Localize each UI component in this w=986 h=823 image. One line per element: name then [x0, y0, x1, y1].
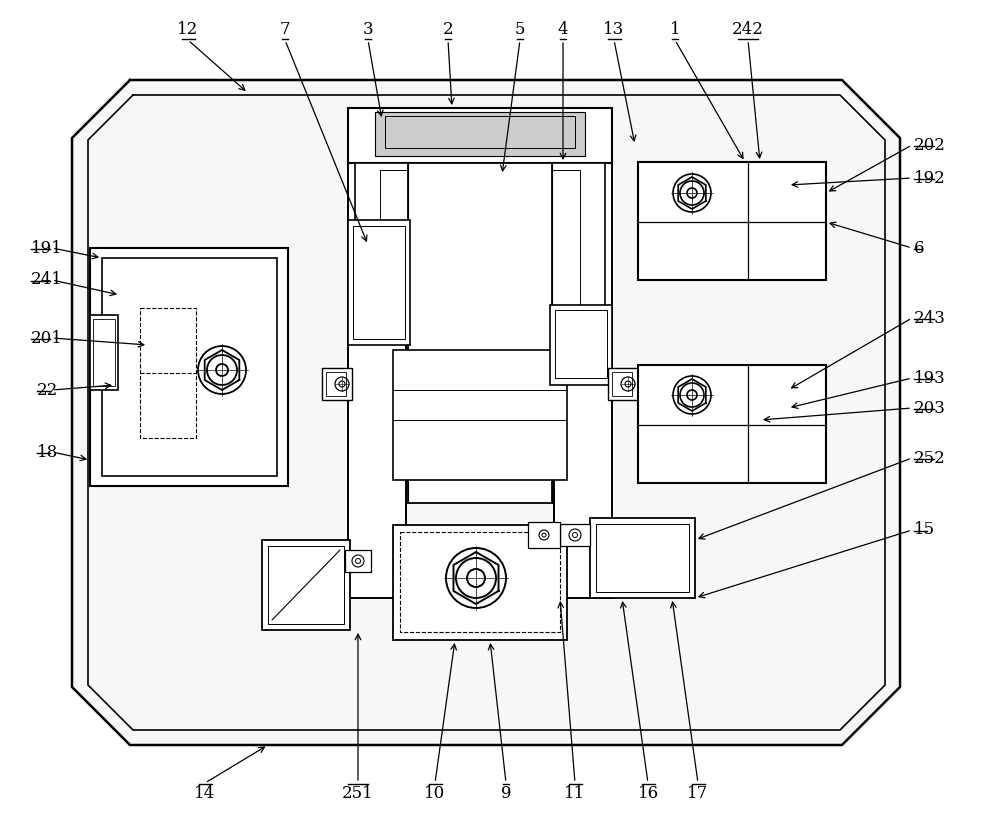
Bar: [93, 319, 115, 386]
Text: 252: 252: [914, 449, 946, 467]
Bar: [345, 550, 371, 572]
Text: 1: 1: [669, 21, 680, 38]
Text: 251: 251: [342, 785, 374, 802]
Bar: [638, 162, 826, 280]
Text: 9: 9: [501, 785, 512, 802]
Bar: [90, 315, 118, 390]
Text: 7: 7: [280, 21, 290, 38]
Text: 5: 5: [515, 21, 526, 38]
Text: 203: 203: [914, 399, 946, 416]
Text: 13: 13: [603, 21, 624, 38]
Bar: [326, 372, 346, 396]
Bar: [385, 116, 575, 148]
Bar: [560, 524, 590, 546]
Text: 12: 12: [177, 21, 198, 38]
Text: 191: 191: [31, 239, 62, 257]
Text: 242: 242: [732, 21, 764, 38]
Bar: [550, 305, 612, 385]
Text: 15: 15: [914, 522, 935, 538]
Bar: [400, 532, 560, 632]
Bar: [140, 308, 196, 438]
Text: 202: 202: [914, 137, 946, 154]
Text: 16: 16: [637, 785, 659, 802]
Bar: [102, 258, 277, 476]
Text: 17: 17: [687, 785, 709, 802]
Text: 243: 243: [914, 309, 946, 327]
Bar: [90, 248, 288, 486]
Text: 6: 6: [914, 239, 925, 257]
Text: 2: 2: [443, 21, 454, 38]
Polygon shape: [72, 80, 900, 745]
Bar: [348, 108, 406, 598]
Text: 201: 201: [31, 329, 62, 346]
Bar: [596, 524, 689, 592]
Text: 4: 4: [558, 21, 568, 38]
Bar: [528, 522, 560, 548]
Bar: [408, 163, 552, 503]
Bar: [590, 518, 695, 598]
Bar: [638, 365, 826, 483]
Bar: [355, 163, 605, 323]
Text: 18: 18: [37, 444, 58, 461]
Bar: [554, 108, 612, 598]
Bar: [322, 368, 352, 400]
Bar: [348, 108, 612, 163]
Bar: [348, 220, 410, 345]
Text: 192: 192: [914, 170, 946, 187]
Text: 3: 3: [363, 21, 374, 38]
Bar: [353, 226, 405, 339]
Text: 10: 10: [424, 785, 446, 802]
Text: 193: 193: [914, 370, 946, 387]
Bar: [608, 368, 638, 400]
Bar: [393, 525, 567, 640]
Text: 241: 241: [31, 272, 62, 289]
Bar: [380, 170, 580, 318]
Bar: [393, 350, 567, 480]
Text: 22: 22: [37, 382, 58, 398]
Bar: [375, 112, 585, 156]
Text: 14: 14: [194, 785, 216, 802]
Text: 11: 11: [564, 785, 586, 802]
Bar: [262, 540, 350, 630]
Bar: [268, 546, 344, 624]
Bar: [555, 310, 607, 378]
Bar: [612, 372, 632, 396]
